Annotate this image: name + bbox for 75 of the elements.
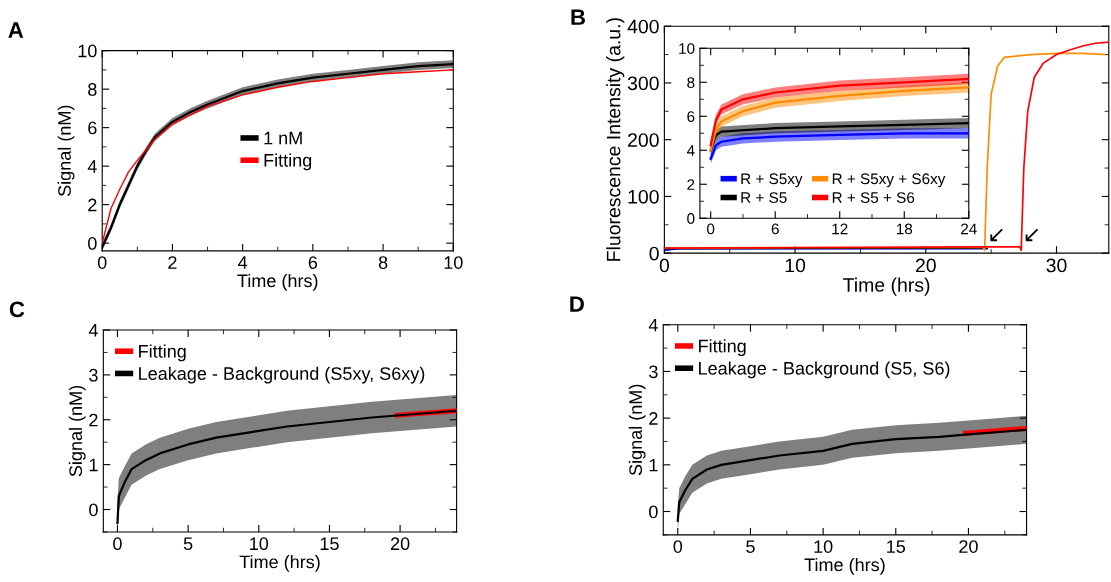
y-tick-label: 4	[88, 324, 98, 337]
y-tick-label: 6	[687, 111, 695, 122]
legend-label: R + S5	[741, 192, 787, 204]
y-tick-label: 1	[89, 458, 98, 472]
legend-label: Fitting	[139, 344, 186, 362]
text: A	[8, 22, 24, 38]
x-tick-label: 20	[390, 537, 410, 551]
y-tick-label: 2	[88, 198, 97, 212]
y-tick-label: 0	[649, 505, 658, 519]
x-tick-label: 8	[378, 256, 388, 269]
text: C	[9, 301, 25, 318]
y-tick-label: 2	[89, 413, 98, 427]
y-tick-label: 300	[627, 76, 659, 91]
x-tick-label: 6	[308, 256, 318, 269]
legend-label: R + S5xy	[741, 173, 803, 188]
x-tick-label: 4	[238, 256, 248, 269]
legend-label: Leakage - Background (S5, S6)	[699, 361, 950, 379]
x-tick-label: 6	[771, 223, 779, 235]
y-tick-label: 0	[687, 213, 695, 224]
legend-label: R + S5xy + S6xy	[832, 173, 946, 188]
x-tick-label: 12	[832, 223, 848, 235]
x-tick-label: 2	[168, 256, 177, 269]
y-tick-label: 4	[686, 145, 695, 156]
y-tick-label: 400	[627, 19, 659, 34]
y-tick-label: 8	[687, 77, 695, 88]
y-tick-label: 2	[687, 179, 695, 190]
y-tick-label: 1	[649, 458, 658, 472]
x-tick-label: 0	[707, 223, 715, 235]
y-tick-label: 6	[88, 121, 97, 135]
x-tick-label: 20	[959, 540, 978, 553]
x-tick-label: 24	[961, 223, 977, 235]
x-tick-label: 10	[814, 540, 833, 553]
y-tick-label: 0	[88, 237, 97, 250]
legend-label: 1 nM	[264, 131, 302, 145]
x-tick-label: 0	[673, 540, 683, 553]
legend-label: R + S5 + S6	[832, 192, 915, 204]
text: B	[571, 9, 585, 25]
x-tick-label: 0	[97, 256, 107, 269]
y-tick-label: 3	[649, 365, 658, 379]
annotation: ↙	[1025, 228, 1039, 242]
x-axis-title: Time (hrs)	[239, 555, 320, 572]
text: D	[570, 296, 584, 312]
x-tick-label: 5	[183, 537, 193, 551]
x-tick-label: 5	[746, 540, 755, 553]
x-tick-label: 15	[887, 540, 906, 553]
y-axis-title: Signal (nM)	[68, 385, 86, 477]
y-axis-title: Signal (nM)	[57, 105, 75, 197]
x-tick-label: 18	[896, 223, 913, 235]
legend-label: Fitting	[699, 339, 746, 357]
x-tick-label: 0	[113, 537, 122, 551]
legend-label: Leakage - Background (S5xy, S6xy)	[139, 366, 425, 384]
x-tick-label: 20	[915, 258, 936, 273]
y-tick-label: 10	[679, 43, 695, 54]
y-tick-label: 2	[649, 412, 658, 425]
y-tick-label: 4	[648, 318, 658, 332]
x-axis-title: Time (hrs)	[804, 557, 885, 575]
annotation: ↙	[990, 228, 1003, 242]
y-tick-label: 100	[628, 189, 659, 204]
x-tick-label: 10	[444, 256, 463, 269]
y-tick-label: 200	[628, 133, 659, 147]
x-tick-label: 30	[1046, 258, 1067, 273]
x-axis-title: Time (hrs)	[237, 273, 318, 291]
x-tick-label: 15	[320, 537, 339, 551]
legend-label: Fitting	[264, 153, 312, 171]
y-tick-label: 0	[89, 503, 98, 517]
y-tick-label: 3	[89, 368, 98, 382]
y-axis-title: Signal (nM)	[628, 384, 646, 476]
y-tick-label: 4	[87, 160, 97, 173]
x-tick-label: 10	[785, 258, 806, 273]
x-tick-label: 10	[250, 537, 269, 551]
y-axis-title: Fluorescence Intensity (a.u.)	[606, 18, 625, 261]
y-tick-label: 8	[88, 83, 97, 96]
y-tick-label: 10	[78, 44, 97, 58]
x-tick-label: 0	[659, 258, 670, 273]
x-axis-title: Time (hrs)	[843, 277, 930, 296]
